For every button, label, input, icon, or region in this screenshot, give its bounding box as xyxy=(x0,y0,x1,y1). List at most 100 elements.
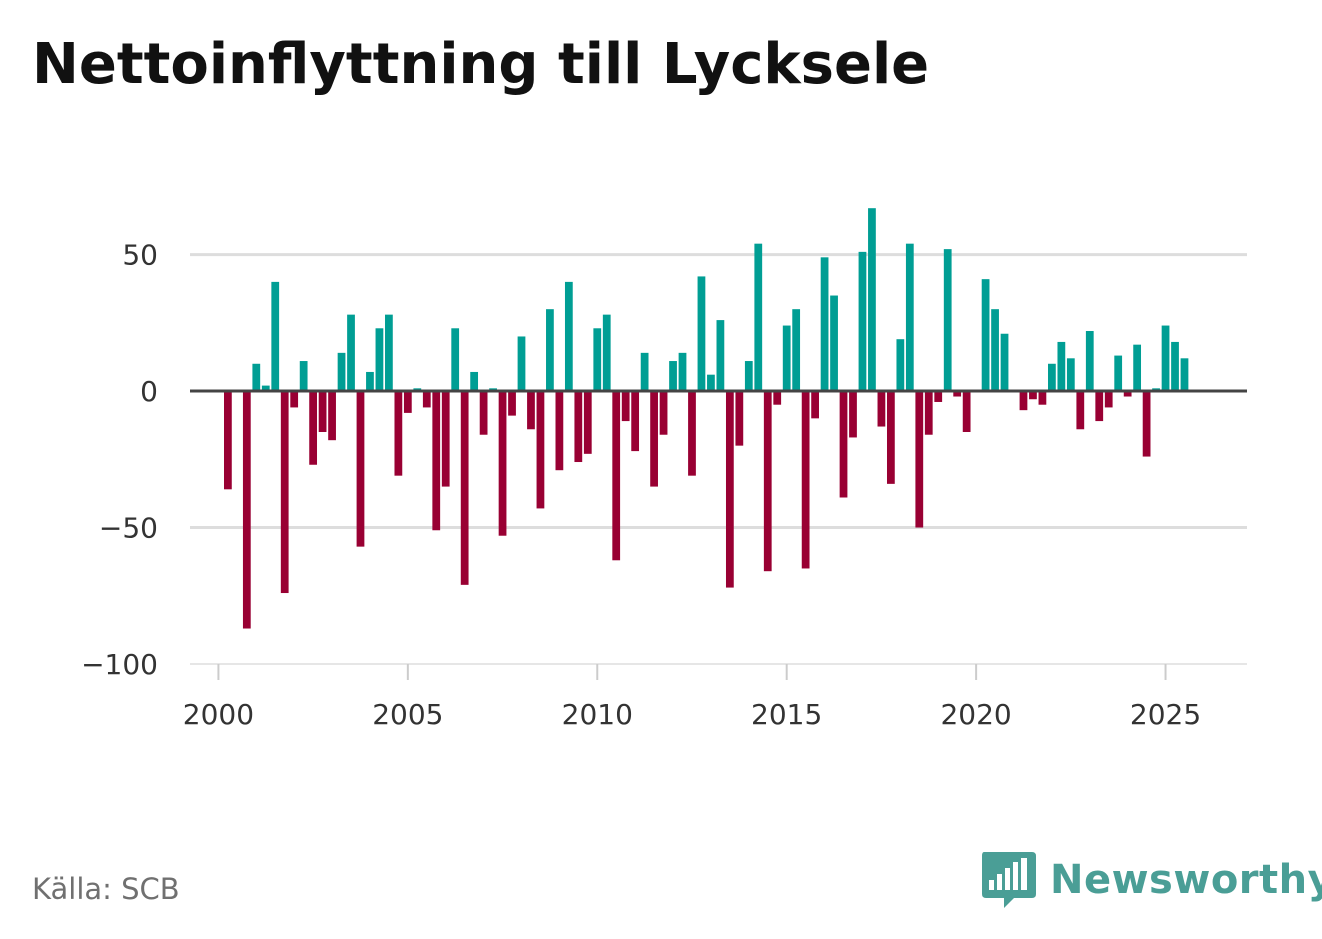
bar xyxy=(1038,391,1047,405)
y-tick-label: −100 xyxy=(81,648,158,681)
bar xyxy=(896,339,905,392)
bar xyxy=(602,314,611,392)
bar xyxy=(536,391,545,509)
bar xyxy=(1123,391,1132,397)
bars xyxy=(224,208,1189,629)
bar xyxy=(640,352,649,392)
bar xyxy=(498,391,507,536)
bar xyxy=(261,385,270,392)
x-tick-label: 2025 xyxy=(1130,698,1201,731)
bar xyxy=(1048,363,1056,392)
bar xyxy=(830,295,838,392)
chart-title: Nettoinflyttning till Lycksele xyxy=(32,32,930,97)
bar xyxy=(621,391,630,422)
x-tick-label: 2005 xyxy=(372,698,443,731)
bar xyxy=(460,391,469,585)
bar xyxy=(337,352,346,392)
bar xyxy=(678,352,687,392)
bar xyxy=(943,249,952,392)
brand-name: Newsworthy xyxy=(1050,857,1322,903)
bar xyxy=(280,391,289,594)
bar xyxy=(763,391,772,572)
bar xyxy=(659,391,668,435)
bar xyxy=(470,371,479,392)
bar-chart-speech-bubble-icon xyxy=(982,852,1036,908)
bar xyxy=(886,391,895,484)
bar xyxy=(546,309,554,392)
x-tick-label: 2015 xyxy=(751,698,822,731)
bar xyxy=(1029,391,1037,400)
bar xyxy=(849,391,857,438)
bar xyxy=(224,391,232,490)
bar xyxy=(915,391,924,528)
bar xyxy=(1133,344,1142,392)
bar xyxy=(1104,391,1113,408)
y-tick-label: 50 xyxy=(122,239,158,272)
bar xyxy=(479,391,488,435)
bar xyxy=(593,328,602,392)
bar xyxy=(403,391,412,413)
axes: 50 0 −50 −100 2000 2005 2010 2015 2020 2025 xyxy=(81,239,1247,731)
bar xyxy=(508,391,516,416)
bar xyxy=(1171,341,1179,392)
bar xyxy=(697,276,706,392)
y-tick-label: 0 xyxy=(140,375,158,408)
x-tick-label: 2000 xyxy=(183,698,254,731)
bar xyxy=(1019,391,1028,411)
bar xyxy=(725,391,734,588)
bar xyxy=(1142,391,1151,457)
bar xyxy=(981,279,990,392)
bar xyxy=(707,374,715,392)
bar xyxy=(422,391,431,408)
bar xyxy=(905,243,914,392)
bar xyxy=(650,391,658,487)
bar xyxy=(735,391,744,446)
bar xyxy=(299,361,308,392)
bar xyxy=(801,391,810,569)
bar xyxy=(242,391,251,629)
bar xyxy=(839,391,848,498)
bar xyxy=(858,251,867,392)
bar xyxy=(328,391,336,441)
bar xyxy=(612,391,621,561)
bar xyxy=(1114,355,1123,392)
bar xyxy=(744,361,753,392)
bar xyxy=(1066,358,1075,392)
bar xyxy=(318,391,327,432)
x-tick-label: 2010 xyxy=(562,698,633,731)
bar xyxy=(375,328,384,392)
newsworthy-logo[interactable]: Newsworthy xyxy=(980,850,1322,910)
bar xyxy=(527,391,535,430)
bar xyxy=(394,391,403,476)
bar xyxy=(877,391,886,427)
bar xyxy=(555,391,564,471)
bar xyxy=(356,391,365,547)
bar xyxy=(517,336,526,392)
bar xyxy=(773,391,782,405)
bar xyxy=(1180,358,1189,392)
bar xyxy=(1076,391,1085,430)
bar xyxy=(782,325,791,392)
bar xyxy=(564,281,573,392)
bar xyxy=(309,391,318,465)
bar xyxy=(792,309,801,392)
bar xyxy=(366,371,374,392)
y-tick-label: −50 xyxy=(99,512,158,545)
bar xyxy=(669,361,677,392)
bar xyxy=(754,243,763,392)
bar xyxy=(934,391,943,402)
bar xyxy=(811,391,819,419)
grid-lines xyxy=(190,253,1247,665)
bar xyxy=(1161,325,1170,392)
bar xyxy=(962,391,971,432)
bar xyxy=(1085,331,1094,392)
bar xyxy=(252,363,261,392)
bar xyxy=(953,391,962,397)
bar xyxy=(583,391,592,454)
x-tick-label: 2020 xyxy=(940,698,1011,731)
bar xyxy=(820,257,829,392)
bar xyxy=(716,320,725,392)
bar xyxy=(1095,391,1104,422)
bar xyxy=(868,208,876,392)
